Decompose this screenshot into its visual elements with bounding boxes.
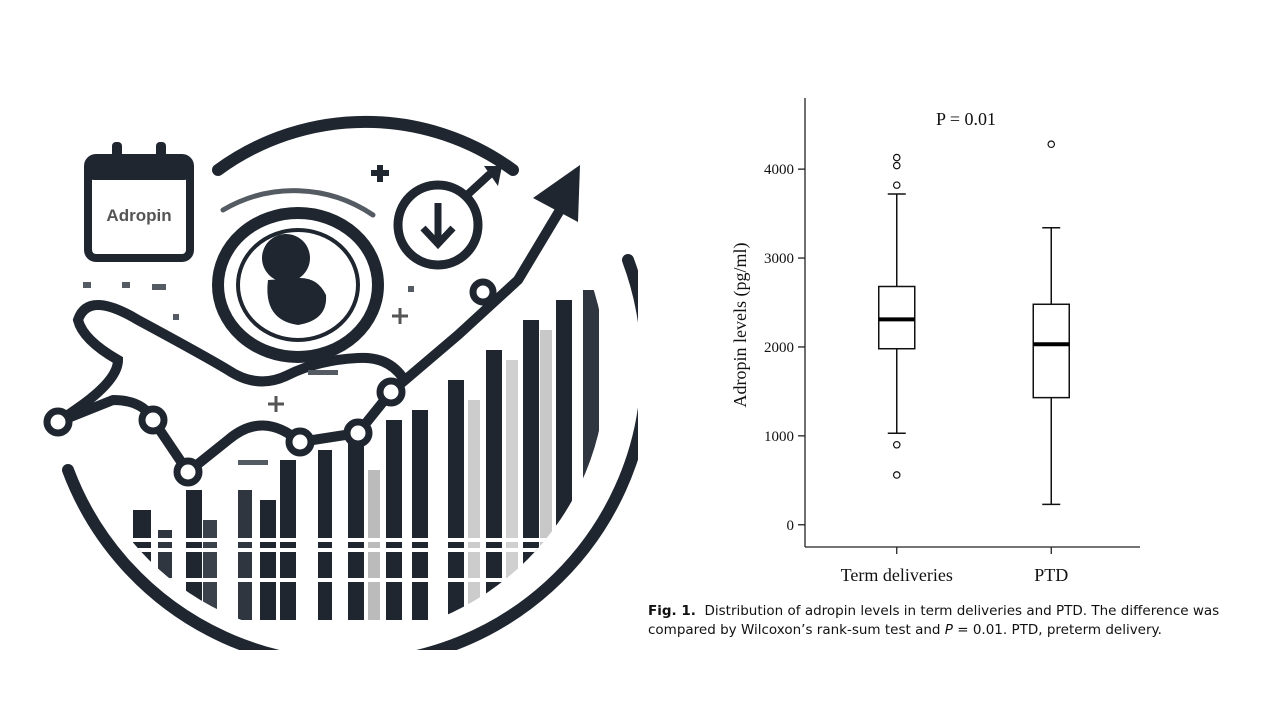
outlier-point xyxy=(892,161,901,170)
decorative-dashes xyxy=(83,282,414,465)
decorative-bar xyxy=(468,400,480,620)
decorative-bar xyxy=(448,380,464,620)
y-tick-label: 2000 xyxy=(764,340,794,356)
figure-caption: Fig. 1. Distribution of adropin levels i… xyxy=(648,602,1248,640)
plus-icon-small xyxy=(268,308,408,412)
x-category-label: PTD xyxy=(1034,565,1068,585)
decorative-bar xyxy=(260,500,276,620)
outlier-point xyxy=(1047,140,1056,149)
decorative-bar xyxy=(583,290,599,620)
decorative-bar xyxy=(506,360,518,620)
y-axis-ticks: 0 1000 2000 3000 4000 xyxy=(764,162,805,534)
chart-title: P = 0.01 xyxy=(936,109,996,129)
chart-axes xyxy=(804,98,1140,548)
x-axis-categories: Term deliveries PTD xyxy=(841,547,1068,585)
plus-icon xyxy=(371,165,389,182)
decorative-bar xyxy=(203,520,217,620)
top-arc xyxy=(212,115,519,176)
decorative-bar xyxy=(486,350,502,620)
iqr-box xyxy=(1032,303,1070,399)
outlier-point xyxy=(892,471,901,479)
outlier-point xyxy=(892,181,901,189)
decorative-bar xyxy=(368,470,380,620)
caption-text-1: Distribution of adropin levels in term d… xyxy=(648,603,1220,638)
y-tick-label: 3000 xyxy=(764,251,794,267)
wavy-trend-line xyxy=(53,300,408,427)
calendar-label: Adropin xyxy=(106,206,171,225)
decorative-bar xyxy=(318,450,332,620)
decorative-bar xyxy=(523,320,539,620)
decorative-bar xyxy=(412,410,428,620)
y-tick-label: 0 xyxy=(787,518,795,534)
y-tick-label: 1000 xyxy=(764,429,794,445)
outlier-point xyxy=(892,153,901,162)
adropin-illustration: Adropin xyxy=(43,115,638,650)
arrow-up-icon xyxy=(533,165,580,222)
caption-text-2: = 0.01. PTD, preterm delivery. xyxy=(952,622,1162,638)
inner-arc xyxy=(220,188,376,218)
trend-nodes xyxy=(43,278,497,487)
box-ptd xyxy=(1032,140,1070,506)
decorative-bar xyxy=(348,440,364,620)
x-category-label: Term deliveries xyxy=(841,565,953,585)
outer-arc xyxy=(62,254,638,650)
caption-p-symbol: P xyxy=(944,622,953,638)
boxplot-boxes xyxy=(878,140,1070,506)
decorative-bar xyxy=(540,330,552,620)
figure-label: Fig. 1. xyxy=(648,603,696,619)
fetus-icon xyxy=(212,207,384,363)
y-axis-label: Adropin levels (pg/ml) xyxy=(730,243,751,408)
calendar-icon: Adropin xyxy=(84,142,194,262)
decorative-bar xyxy=(386,420,402,620)
decorative-bar xyxy=(186,490,202,620)
boxplot-chart: 0 1000 2000 3000 4000 P = 0.01 Adropin level… xyxy=(730,98,1140,585)
y-tick-label: 4000 xyxy=(764,162,794,178)
outlier-point xyxy=(892,440,901,449)
decorative-bar xyxy=(133,510,151,620)
box-term-deliveries xyxy=(878,153,916,479)
decorative-bar-cluster xyxy=(128,290,606,620)
male-symbol-icon xyxy=(393,166,502,270)
decorative-bar xyxy=(238,490,252,620)
